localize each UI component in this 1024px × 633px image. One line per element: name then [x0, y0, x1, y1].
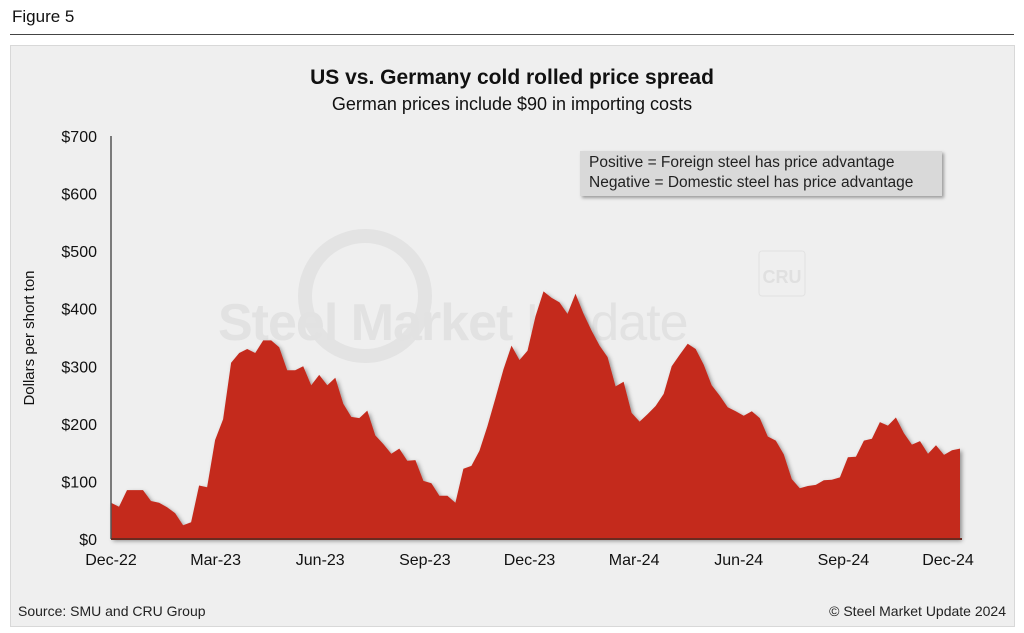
- figure-label: Figure 5: [12, 7, 75, 26]
- source-note: Source: SMU and CRU Group: [18, 603, 206, 619]
- y-tick-label: $400: [61, 302, 97, 319]
- x-tick-label: Sep-24: [818, 552, 870, 569]
- x-tick-label: Dec-23: [504, 552, 556, 569]
- x-tick-label: Jun-23: [296, 552, 345, 569]
- watermark-logo-arc: [298, 229, 432, 363]
- copyright-note: © Steel Market Update 2024: [829, 603, 1006, 619]
- y-tick-label: $600: [61, 187, 97, 204]
- cru-badge: [758, 250, 806, 297]
- y-axis-label: Dollars per short ton: [21, 270, 38, 405]
- chart-title: US vs. Germany cold rolled price spread: [310, 66, 714, 89]
- annotation-positive: Positive = Foreign steel has price advan…: [589, 154, 895, 171]
- y-tick-label: $500: [61, 244, 97, 261]
- annotation-negative: Negative = Domestic steel has price adva…: [589, 174, 914, 191]
- y-tick-label: $200: [61, 417, 97, 434]
- x-tick-label: Sep-23: [399, 552, 451, 569]
- x-tick-label: Dec-24: [922, 552, 974, 569]
- y-tick-label: $700: [61, 129, 97, 146]
- annotation-box: Positive = Foreign steel has price advan…: [580, 151, 942, 196]
- header-rule: [10, 34, 1014, 35]
- cru-badge-text: CRU: [763, 267, 802, 287]
- y-tick-label: $0: [79, 532, 97, 549]
- watermark-text: Steel Market Update: [218, 294, 688, 352]
- y-tick-label: $100: [61, 474, 97, 491]
- x-tick-label: Jun-24: [714, 552, 763, 569]
- spread-area: [111, 291, 960, 539]
- chart-subtitle: German prices include $90 in importing c…: [332, 94, 692, 114]
- x-tick-label: Dec-22: [85, 552, 137, 569]
- watermark: Steel Market Update CRU: [218, 229, 806, 363]
- y-tick-label: $300: [61, 359, 97, 376]
- x-tick-label: Mar-24: [609, 552, 660, 569]
- x-tick-label: Mar-23: [190, 552, 241, 569]
